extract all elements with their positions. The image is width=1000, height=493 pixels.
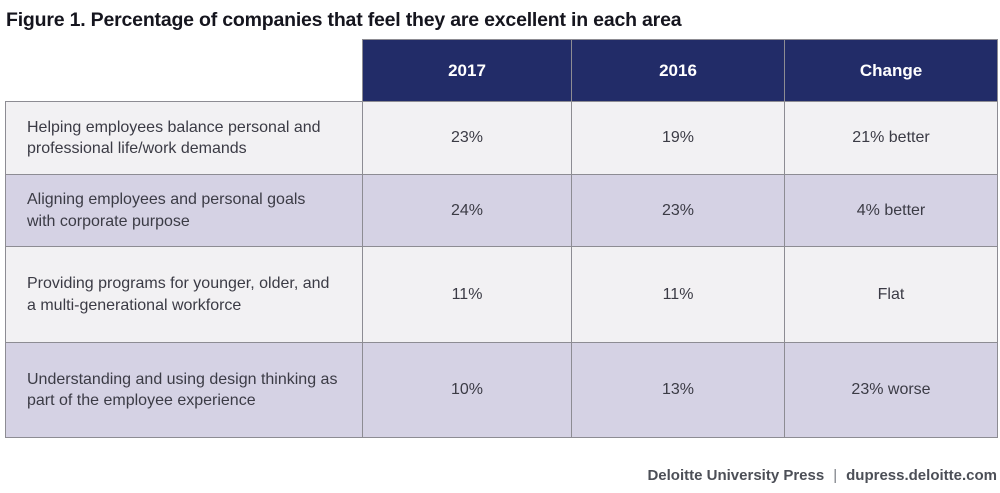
row-value-2017: 23% — [362, 101, 572, 175]
row-value-change: 21% better — [784, 101, 998, 175]
footer-site: dupress.deloitte.com — [846, 467, 997, 484]
data-table: 2017 2016 Change Helping employees balan… — [5, 39, 998, 438]
row-value-2016: 13% — [571, 342, 785, 438]
table-row: Aligning employees and personal goals wi… — [5, 174, 998, 247]
row-area-label: Providing programs for younger, older, a… — [5, 246, 363, 343]
figure-title: Figure 1. Percentage of companies that f… — [6, 9, 682, 31]
table-row: Helping employees balance personal and p… — [5, 101, 998, 175]
row-value-2017: 24% — [362, 174, 572, 247]
row-value-2017: 11% — [362, 246, 572, 343]
header-row: 2017 2016 Change — [5, 39, 998, 102]
column-header-2017: 2017 — [362, 39, 572, 102]
table-row: Understanding and using design thinking … — [5, 342, 998, 438]
footer-separator: | — [833, 467, 838, 484]
row-area-label: Aligning employees and personal goals wi… — [5, 174, 363, 247]
row-value-2016: 23% — [571, 174, 785, 247]
column-header-2016: 2016 — [571, 39, 785, 102]
row-area-label: Understanding and using design thinking … — [5, 342, 363, 438]
column-header-change: Change — [784, 39, 998, 102]
row-value-change: Flat — [784, 246, 998, 343]
row-value-change: 4% better — [784, 174, 998, 247]
table-row: Providing programs for younger, older, a… — [5, 246, 998, 343]
row-value-2016: 11% — [571, 246, 785, 343]
row-area-label: Helping employees balance personal and p… — [5, 101, 363, 175]
corner-cell — [5, 39, 363, 102]
row-value-change: 23% worse — [784, 342, 998, 438]
footer-source: Deloitte University Press — [647, 467, 825, 484]
row-value-2016: 19% — [571, 101, 785, 175]
footer-credit: Deloitte University Press | dupress.deloit… — [647, 467, 997, 484]
row-value-2017: 10% — [362, 342, 572, 438]
